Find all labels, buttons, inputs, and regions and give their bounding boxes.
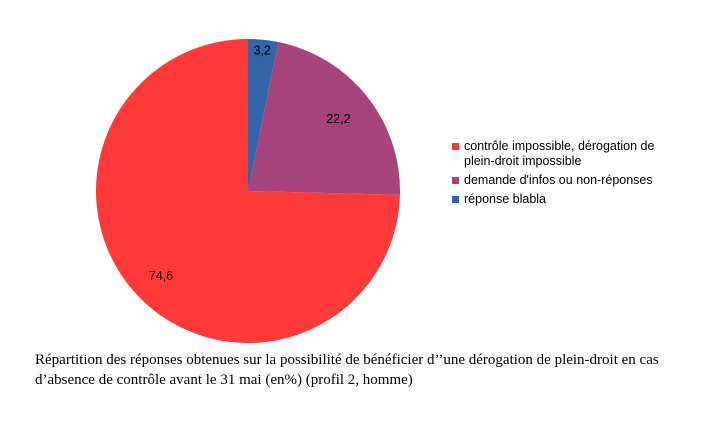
- legend: contrôle impossible, dérogation de plein…: [452, 139, 662, 211]
- chart-caption: Répartition des réponses obtenues sur la…: [35, 352, 659, 388]
- pie-slice: [248, 39, 279, 191]
- pie-slice: [96, 39, 400, 343]
- legend-swatch: [452, 177, 459, 184]
- legend-swatch: [452, 143, 459, 150]
- legend-swatch: [452, 196, 459, 203]
- pie-slice: [248, 42, 400, 195]
- slice-value-label: 74,6: [149, 269, 173, 283]
- legend-label: réponse blabla: [464, 192, 547, 206]
- slice-value-label: 3,2: [253, 43, 270, 57]
- legend-item: contrôle impossible, dérogation de plein…: [452, 139, 662, 169]
- legend-item: réponse blabla: [452, 192, 662, 207]
- legend-label: demande d'infos ou non-réponses: [464, 173, 653, 187]
- legend-item: demande d'infos ou non-réponses: [452, 173, 662, 188]
- slice-value-label: 22,2: [326, 112, 350, 126]
- legend-label: contrôle impossible, dérogation de plein…: [464, 139, 655, 168]
